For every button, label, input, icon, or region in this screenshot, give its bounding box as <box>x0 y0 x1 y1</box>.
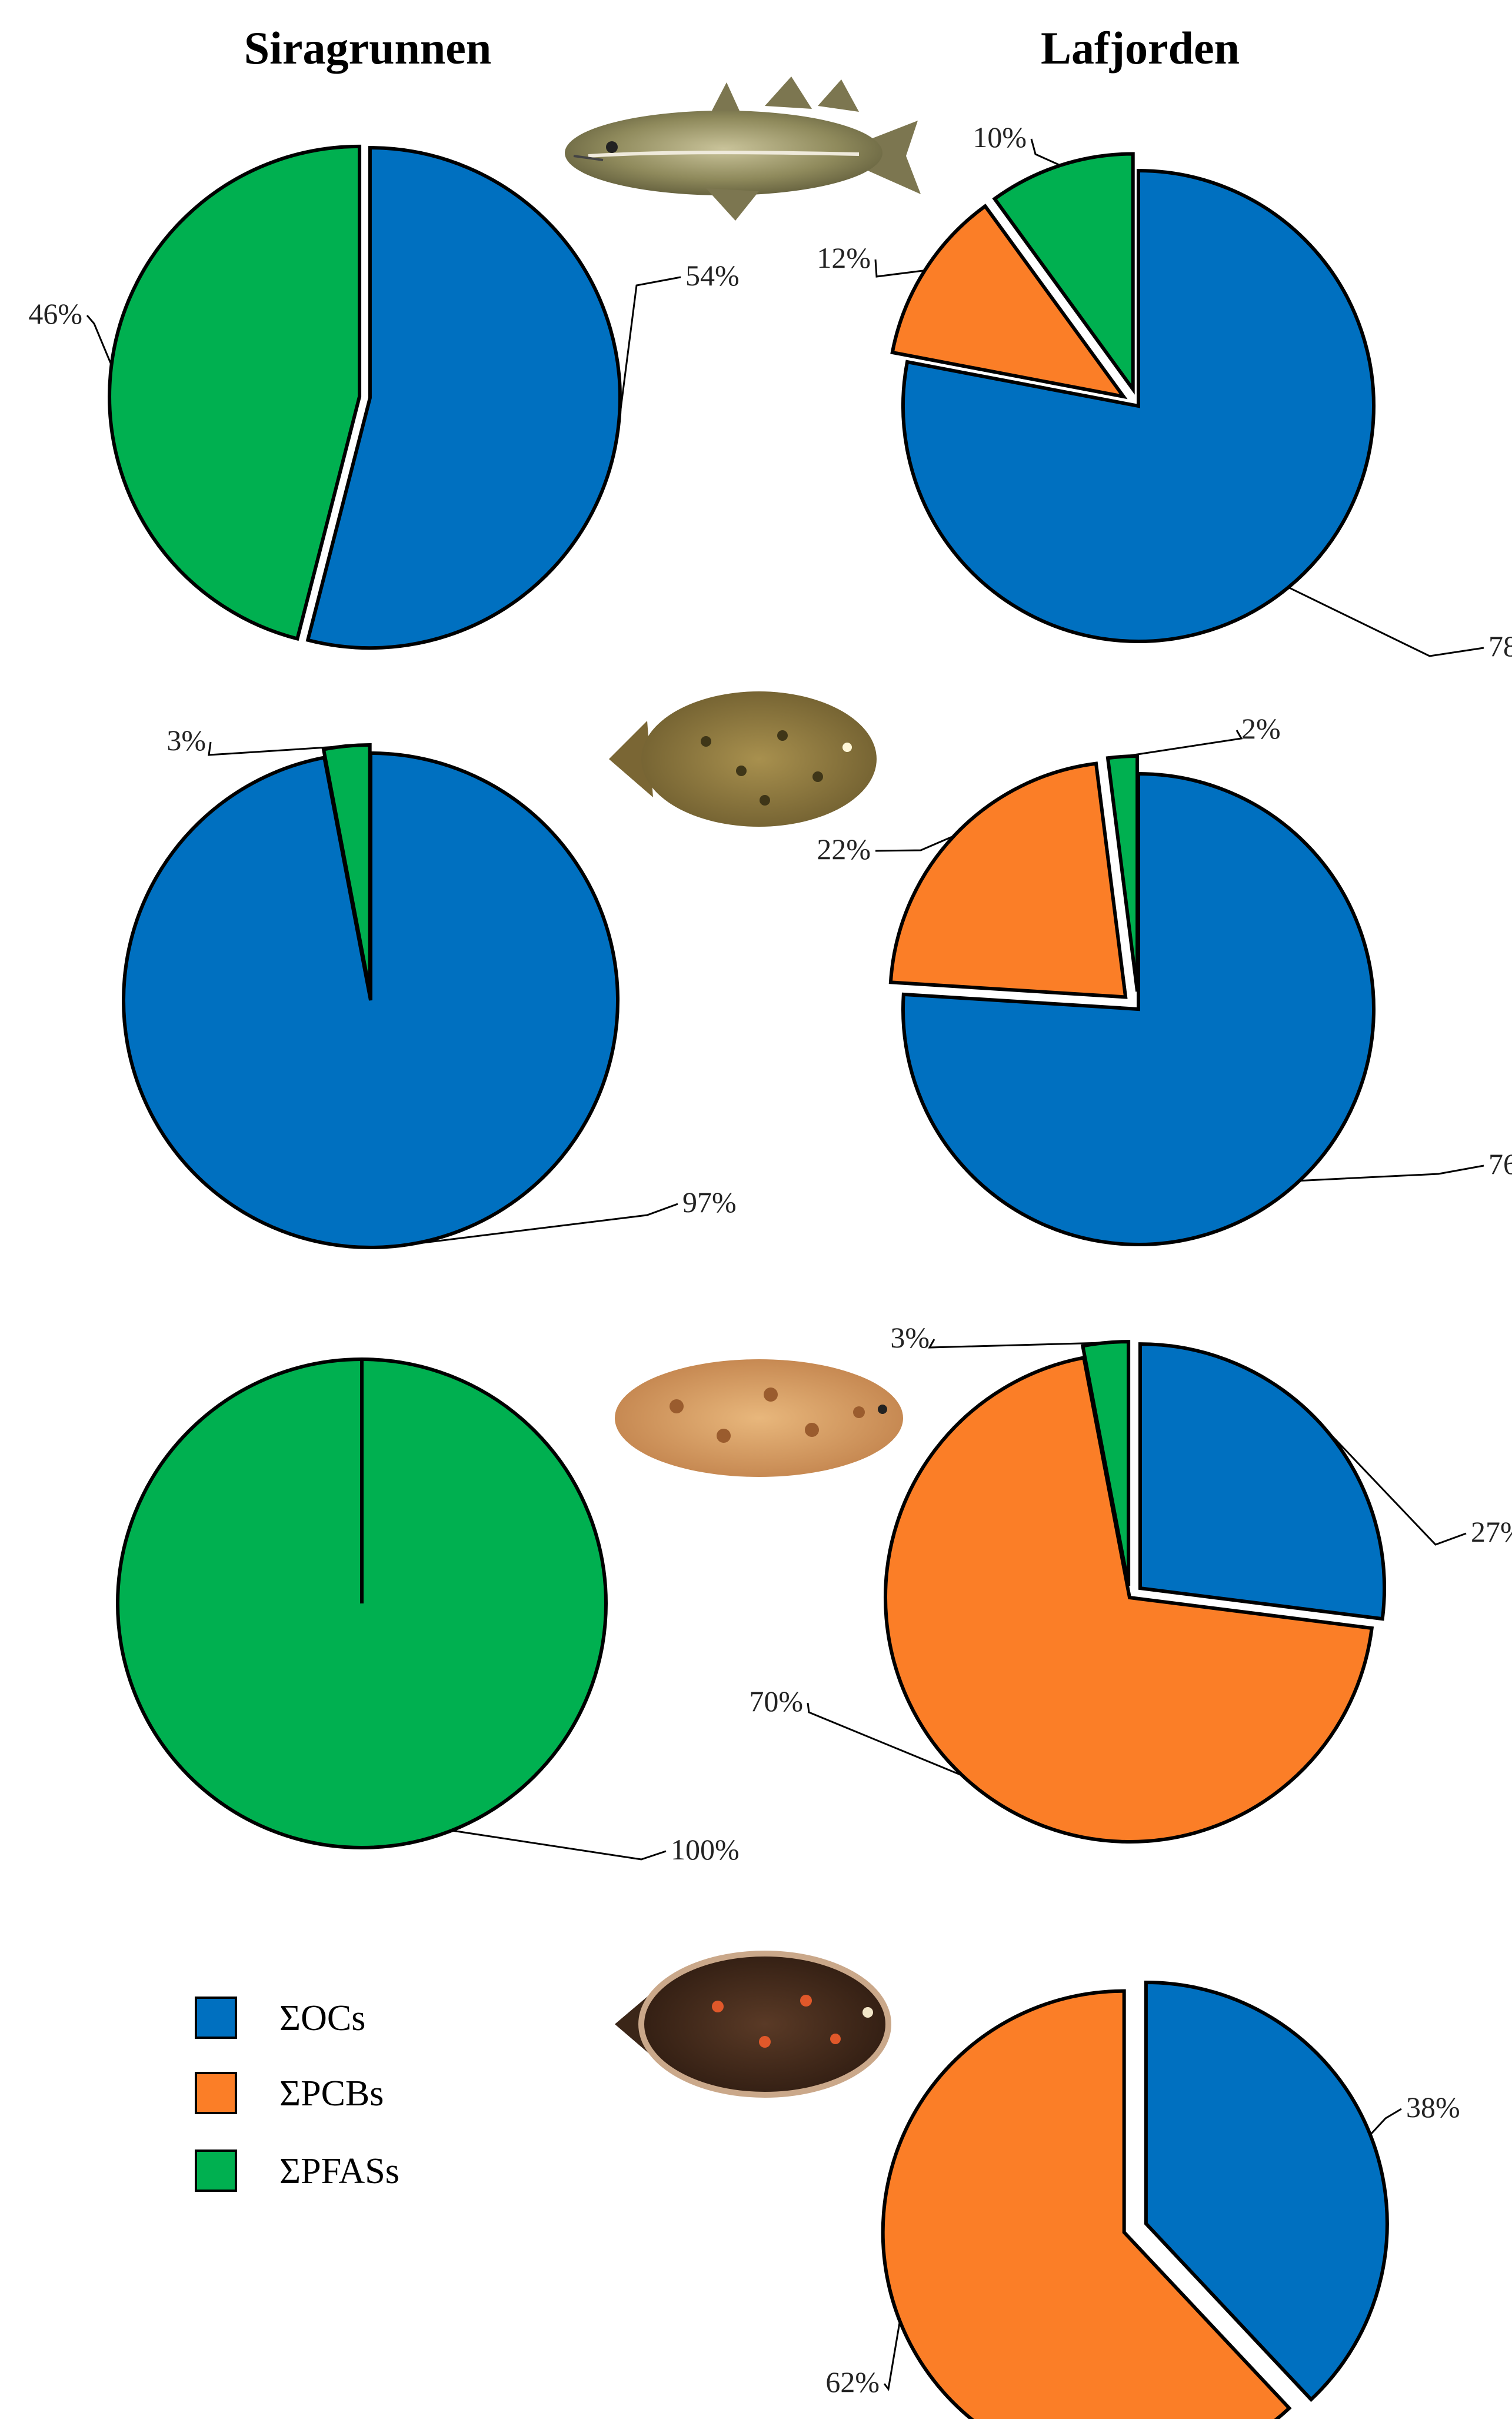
pie-slice-pcbs <box>888 761 1128 999</box>
pie-label-leader <box>1288 586 1484 657</box>
pie-lafjorden-plaice: 38% 62% <box>825 1980 1460 2419</box>
legend-swatch-ocs <box>195 1997 237 2039</box>
pie-label-leader <box>208 741 347 756</box>
pie-label-leader <box>86 315 112 366</box>
pie-data-label-pfass: 46% <box>28 297 82 330</box>
pie-data-label-ocs: 27% <box>1471 1515 1512 1548</box>
dab-icon <box>609 691 877 827</box>
legend-swatch-pcbs <box>195 2072 237 2114</box>
pie-siragrunnen-cod: 54% 46% <box>28 144 740 650</box>
pie-label-leader <box>1030 138 1061 167</box>
column-title-siragrunnen: Siragrunnen <box>244 22 491 74</box>
plaice-icon <box>615 1951 891 2098</box>
pie-slice-ocs <box>305 146 622 650</box>
pie-label-leader <box>394 1203 678 1247</box>
pie-slice-pcbs <box>890 204 1128 400</box>
pie-data-label-pcbs: 22% <box>817 833 871 866</box>
pie-data-label-pfass: 10% <box>973 121 1027 154</box>
pie-data-label-ocs: 76% <box>1488 1147 1512 1180</box>
pie-data-label-ocs: 38% <box>1406 2091 1460 2124</box>
pie-label-leader <box>1299 1164 1484 1182</box>
pie-data-label-pfass: 2% <box>1241 712 1281 745</box>
pie-label-leader <box>1122 730 1243 758</box>
pie-slice-pcbs <box>884 1355 1374 1844</box>
pie-siragrunnen-dab: 97% 3% <box>122 724 737 1249</box>
pie-slice-pfass <box>108 144 362 641</box>
pie-label-leader <box>875 835 955 852</box>
pie-data-label-pfass: 3% <box>166 724 206 757</box>
pie-lafjorden-cod: 78% 12% 10% <box>817 121 1512 663</box>
pie-lafjorden-sole: 27% 70% 3% <box>749 1321 1512 1844</box>
pie-data-label-ocs: 54% <box>685 259 740 292</box>
pie-slice-pcbs <box>881 1989 1292 2419</box>
pie-data-label-ocs: 78% <box>1488 630 1512 663</box>
pie-data-label-pcbs: 70% <box>749 1685 803 1718</box>
pie-label-leader <box>807 1702 963 1776</box>
legend-label-pcbs: ΣPCBs <box>279 2074 384 2114</box>
pie-label-leader <box>1323 1426 1467 1546</box>
pie-slice-ocs <box>1138 1342 1386 1621</box>
pie-slice-pfass <box>992 152 1135 395</box>
pie-label-leader <box>617 276 681 430</box>
cod-icon <box>565 76 921 221</box>
legend-label-ocs: ΣOCs <box>279 1998 365 2038</box>
legend: ΣOCs ΣPCBs ΣPFASs <box>195 1997 399 2192</box>
pie-lafjorden-dab: 76% 22% 2% <box>817 712 1512 1246</box>
pie-siragrunnen-sole: 100% <box>116 1357 740 1866</box>
pie-label-leader <box>928 1339 1106 1349</box>
pie-data-label-ocs: 97% <box>682 1186 737 1219</box>
pie-data-label-pfass: 3% <box>890 1321 930 1354</box>
pie-slice-ocs <box>1144 1980 1389 2403</box>
pie-slice-ocs <box>901 771 1376 1246</box>
pie-label-leader <box>874 259 925 278</box>
pie-data-label-pcbs: 62% <box>825 2365 880 2398</box>
pie-label-leader <box>883 2321 901 2391</box>
sole-icon <box>615 1359 903 1477</box>
pie-slice-pfass <box>1080 1340 1131 1586</box>
legend-swatch-pfass <box>195 2150 237 2192</box>
legend-label-pfass: ΣPFASs <box>279 2151 399 2191</box>
pie-data-label-pfass: 100% <box>671 1833 740 1866</box>
column-title-lafjorden: Lafjorden <box>1041 22 1240 74</box>
pie-label-leader <box>1369 2108 1402 2136</box>
pie-label-leader <box>451 1829 667 1861</box>
pie-data-label-pcbs: 12% <box>817 241 871 274</box>
pie-slice-pfass <box>321 743 372 993</box>
